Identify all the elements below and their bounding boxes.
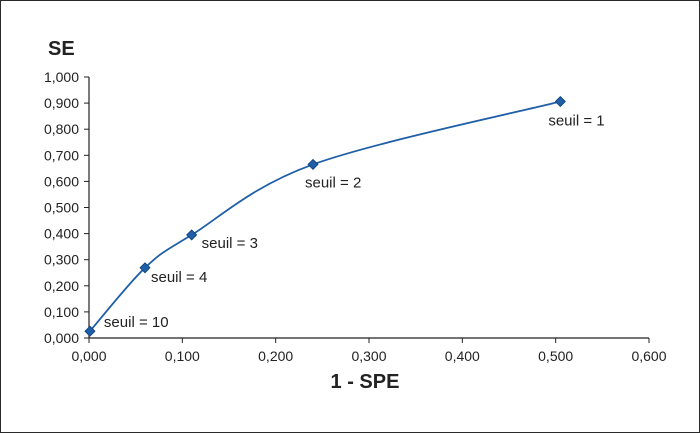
y-tick-label: 0,000 bbox=[44, 330, 79, 346]
y-tick-label: 0,900 bbox=[44, 95, 79, 111]
markers bbox=[84, 95, 566, 337]
x-tick-label: 0,600 bbox=[631, 348, 666, 364]
point-labels: seuil = 10 seuil = 4 seuil = 3 seuil = 2 seu… bbox=[104, 113, 605, 332]
data-point-label: seuil = 1 bbox=[548, 113, 604, 130]
y-axis-title: SE bbox=[48, 38, 75, 60]
y-tick-label: 1,000 bbox=[44, 69, 79, 85]
y-tick-label: 0,700 bbox=[44, 147, 79, 163]
x-axis-title: 1 - SPE bbox=[331, 371, 400, 393]
data-point-marker bbox=[84, 325, 96, 337]
y-tick-label: 0,600 bbox=[44, 173, 79, 189]
data-point-label: seuil = 10 bbox=[104, 314, 169, 331]
data-point-marker bbox=[554, 95, 566, 108]
data-point-marker bbox=[139, 262, 151, 274]
y-tick-label: 0,300 bbox=[44, 252, 79, 268]
data-point-label: seuil = 4 bbox=[151, 269, 207, 286]
x-tick-label: 0,000 bbox=[71, 348, 106, 364]
y-tick-label: 0,200 bbox=[44, 278, 79, 294]
y-tick-label: 0,400 bbox=[44, 226, 79, 242]
x-tick-label: 0,400 bbox=[445, 348, 480, 364]
x-tick-label: 0,200 bbox=[258, 348, 293, 364]
x-tick-label: 0,100 bbox=[165, 348, 200, 364]
x-tick-label: 0,500 bbox=[538, 348, 573, 364]
data-point-marker bbox=[186, 229, 198, 241]
x-tick-label: 0,300 bbox=[351, 348, 386, 364]
data-point-marker bbox=[307, 158, 319, 171]
data-point-label: seuil = 2 bbox=[305, 174, 361, 191]
y-tick-label: 0,800 bbox=[44, 121, 79, 137]
y-tick-label: 0,500 bbox=[44, 200, 79, 216]
x-ticks: 0,000 0,100 0,200 0,300 0,400 0,500 0,600 bbox=[71, 338, 667, 364]
y-ticks: 0,000 0,100 0,200 0,300 0,400 0,500 0,600 0,700… bbox=[44, 69, 89, 346]
y-tick-label: 0,100 bbox=[44, 304, 79, 320]
data-point-label: seuil = 3 bbox=[202, 235, 258, 252]
series-line bbox=[89, 100, 561, 332]
